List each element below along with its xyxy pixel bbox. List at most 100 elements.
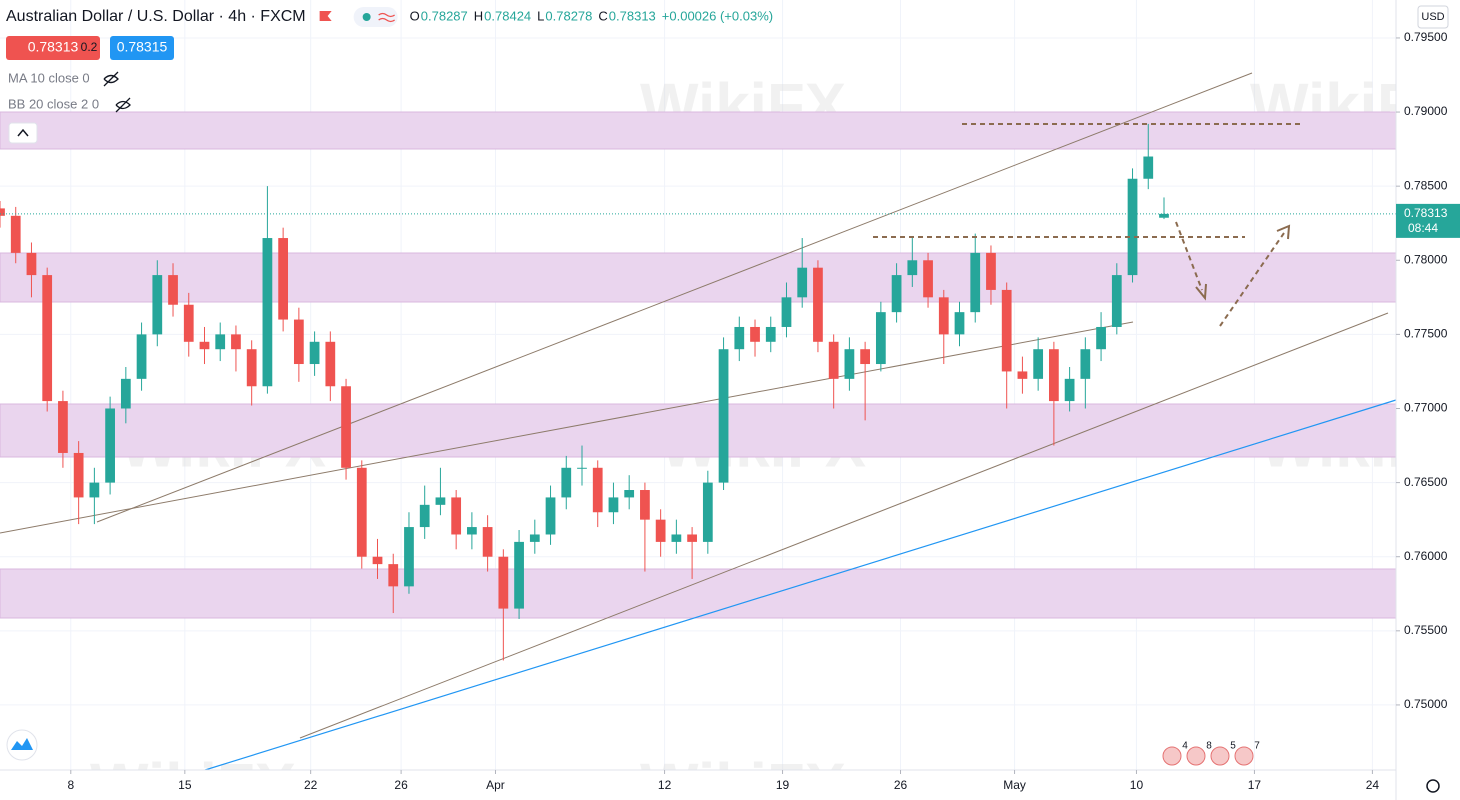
- countdown: 08:44: [1408, 221, 1438, 235]
- sell-button[interactable]: [6, 36, 100, 60]
- candle-body: [545, 497, 556, 535]
- x-tick-label: 22: [304, 778, 318, 792]
- logo[interactable]: [6, 729, 38, 761]
- zone: [0, 111, 1397, 150]
- candle-body: [231, 334, 241, 350]
- trend-line: [96, 72, 1253, 523]
- candle-body: [640, 490, 650, 520]
- candle-body: [891, 275, 902, 313]
- ohlc-label: O: [410, 8, 420, 23]
- ohlc-value: 0.78287: [421, 8, 468, 23]
- event-count: 8: [1206, 741, 1212, 752]
- arrow-head: [1195, 283, 1207, 301]
- ohlc-label: H: [474, 8, 483, 23]
- candle-body: [561, 467, 572, 498]
- candle-body: [278, 238, 289, 320]
- currency[interactable]: USD: [1421, 11, 1444, 23]
- event-count: 7: [1254, 741, 1260, 752]
- candle-body: [655, 519, 666, 542]
- candle-body: [1049, 349, 1059, 402]
- indicator-label[interactable]: MA 10 close 0: [8, 70, 90, 85]
- candle-body: [860, 349, 871, 365]
- candle-body: [875, 312, 886, 365]
- candle-body: [923, 260, 933, 298]
- candle-body: [199, 341, 210, 350]
- currency-button[interactable]: [1417, 5, 1449, 29]
- collapse-icon[interactable]: [17, 128, 29, 137]
- flag-icon: [319, 11, 332, 21]
- event-count: 4: [1182, 741, 1188, 752]
- x-tick-label: 19: [776, 778, 790, 792]
- arrow-line: [1219, 232, 1285, 327]
- candle-body: [1064, 378, 1075, 402]
- hide-icon[interactable]: [115, 97, 131, 113]
- candle-body: [592, 467, 603, 513]
- candle-body: [404, 527, 414, 587]
- candle-body: [0, 208, 5, 216]
- event-icon: [1186, 746, 1206, 766]
- candle-body: [498, 556, 509, 609]
- candle-body: [671, 534, 682, 542]
- ask-price[interactable]: 0.78315: [117, 39, 168, 55]
- hide-icon[interactable]: [103, 71, 119, 87]
- candle-body: [702, 482, 713, 542]
- event-icon: [1234, 746, 1254, 766]
- trend-line: [299, 312, 1389, 739]
- x-tick-label: 10: [1130, 778, 1144, 792]
- x-tick-label: Apr: [486, 778, 505, 792]
- candle-body: [1033, 349, 1044, 379]
- candle-body: [152, 275, 163, 335]
- candle-body: [89, 482, 100, 498]
- candle-body: [624, 490, 635, 498]
- ohlc-value: 0.78313: [609, 8, 656, 23]
- candle-body: [938, 297, 949, 335]
- chart-title: Australian Dollar / U.S. Dollar · 4h · F…: [6, 8, 306, 25]
- candle-body: [58, 401, 68, 453]
- candle-body: [514, 541, 524, 609]
- y-tick-label: 0.75500: [1404, 623, 1448, 637]
- candles: [0, 123, 1396, 661]
- time-axis: [0, 770, 1396, 800]
- arrow-head: [1276, 224, 1291, 240]
- x-tick-label: 26: [394, 778, 408, 792]
- candle-body: [26, 252, 37, 276]
- candle-body: [293, 319, 304, 365]
- zone: [0, 403, 1397, 458]
- candle-body: [73, 452, 84, 498]
- axes: 0.75000 0.75500 0.76000 0.76500 0.77000 0.775…: [67, 30, 1460, 792]
- settings-icon[interactable]: [1426, 779, 1440, 793]
- price-axis: [1396, 0, 1460, 800]
- trend-line: [204, 399, 1397, 771]
- buy-button[interactable]: [110, 36, 174, 60]
- candle-body: [325, 341, 336, 387]
- last-price-box: [1396, 203, 1460, 238]
- event-count: 5: [1230, 741, 1236, 752]
- y-tick-label: 0.77000: [1404, 401, 1448, 415]
- candle-body: [1159, 213, 1169, 218]
- candle-body: [750, 326, 760, 342]
- x-tick-label: May: [1003, 778, 1026, 792]
- ohlc-label: C: [598, 8, 607, 23]
- candle-body: [105, 408, 115, 483]
- last-price-label: 0.78313: [1404, 206, 1448, 220]
- spread: 0.2: [81, 40, 98, 54]
- collapse-button[interactable]: [8, 122, 38, 144]
- change: +0.00026 (+0.03%): [662, 8, 773, 23]
- bid-price[interactable]: 0.78313: [28, 39, 79, 55]
- ohlc-value: 0.78424: [484, 8, 531, 23]
- candle-body: [419, 504, 430, 528]
- zone: [0, 252, 1397, 303]
- y-tick-label: 0.79000: [1404, 104, 1448, 118]
- candle-body: [467, 527, 477, 535]
- candle-body: [372, 556, 383, 565]
- candle-body: [10, 215, 21, 253]
- zone: [0, 568, 1397, 619]
- indicator-label[interactable]: BB 20 close 2 0: [8, 96, 99, 111]
- x-tick-label: 26: [894, 778, 908, 792]
- candle-body: [1127, 178, 1138, 276]
- event-icon: [1162, 746, 1182, 766]
- y-tick-label: 0.76000: [1404, 549, 1448, 563]
- candle-body: [844, 349, 855, 379]
- x-tick-label: 24: [1366, 778, 1380, 792]
- candle-body: [42, 275, 53, 402]
